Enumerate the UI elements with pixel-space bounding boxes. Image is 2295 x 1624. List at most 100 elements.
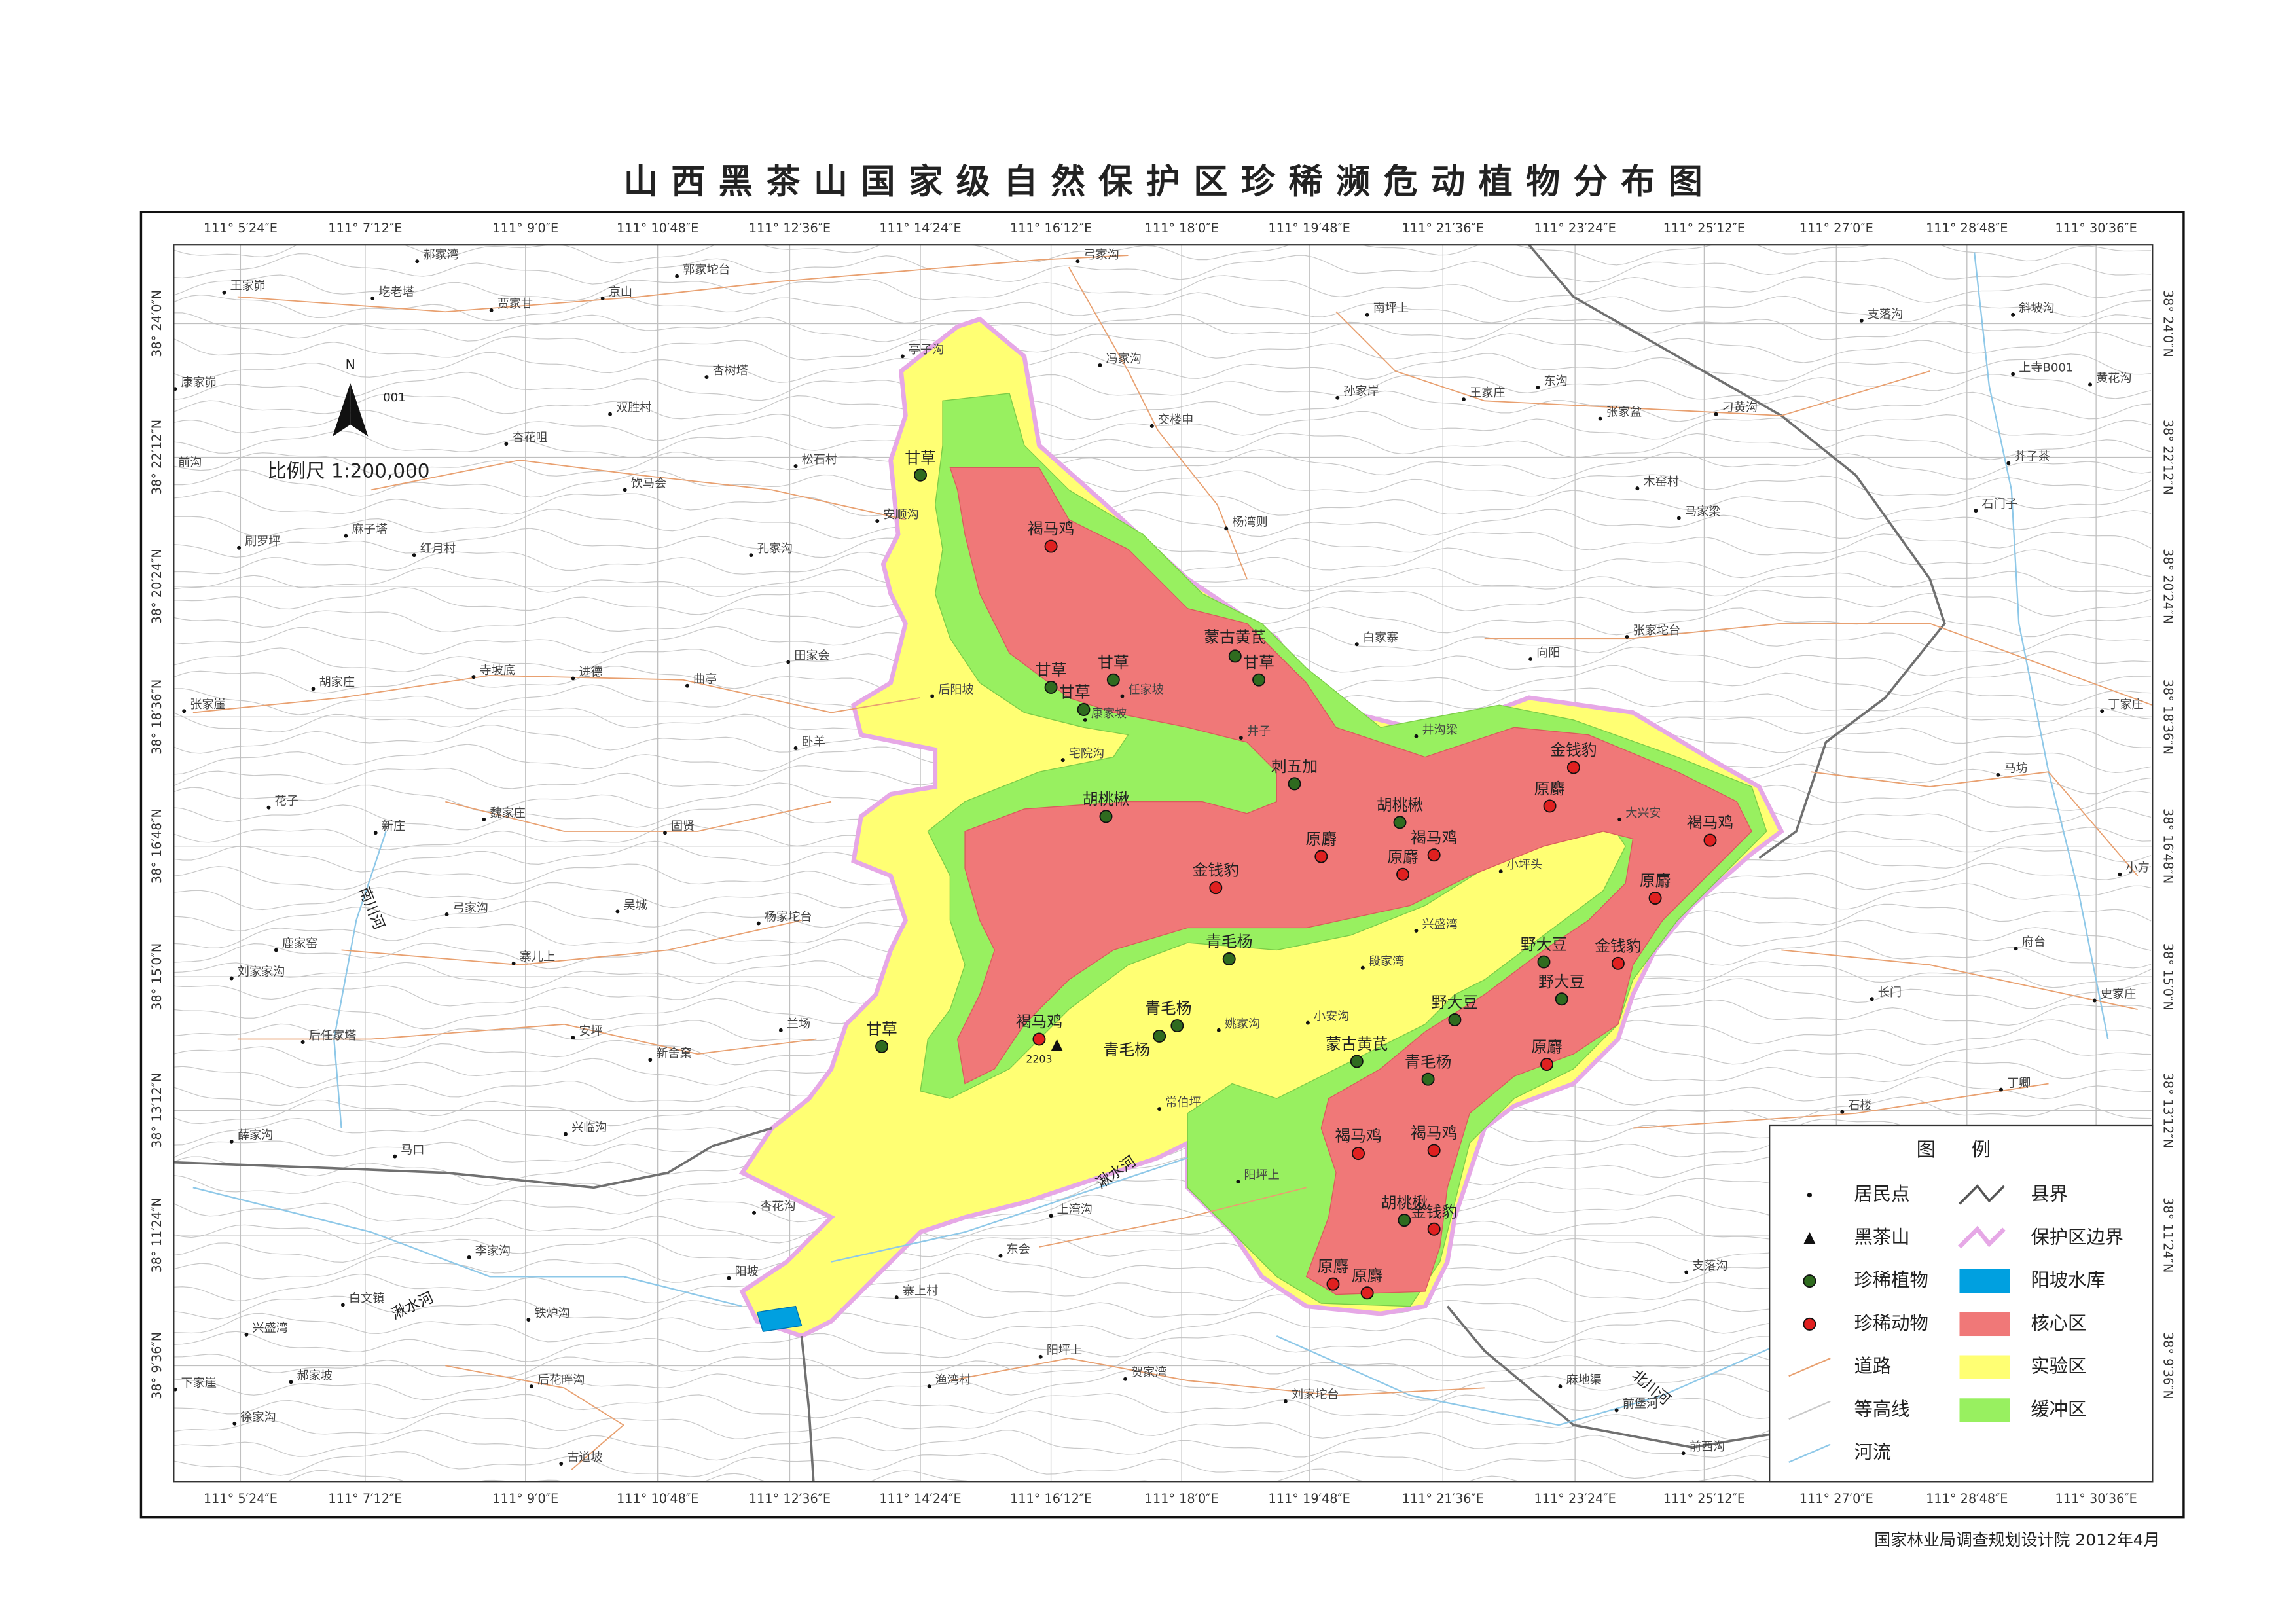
- settlement-dot: [727, 1276, 731, 1280]
- rare-plant-label: 胡桃楸: [1381, 1194, 1428, 1212]
- rare-plant-label: 青毛杨: [1405, 1053, 1451, 1071]
- rare-plant-label: 甘草: [1036, 661, 1067, 679]
- settlement-dot: [173, 1387, 177, 1392]
- rare-animal-label: 原麝: [1531, 1038, 1563, 1056]
- settlement-dot: [244, 1332, 249, 1337]
- settlement-label: 井子: [1247, 725, 1271, 738]
- settlement-label: 新庄: [382, 820, 405, 833]
- settlement-dot: [1305, 1020, 1310, 1025]
- latitude-label: 38° 11′24″N: [149, 1197, 164, 1272]
- settlement-dot: [222, 290, 226, 295]
- settlement-dot: [1360, 965, 1365, 970]
- settlement-label: 长门: [1878, 986, 1902, 1000]
- longitude-label: 111° 25′12″E: [1663, 1491, 1745, 1506]
- settlement-label: 杨家坨台: [765, 911, 812, 924]
- settlement-dot: [685, 683, 689, 688]
- rare-plant-label: 胡桃楸: [1377, 796, 1424, 814]
- contour-line: [173, 390, 2152, 422]
- longitude-label: 111° 12′36″E: [749, 1491, 831, 1506]
- longitude-label: 111° 18′0″E: [1145, 221, 1219, 236]
- settlement-dot: [1238, 736, 1243, 740]
- settlement-label: 张家盆: [1606, 405, 1642, 419]
- rare-animal-label: 褐马鸡: [1335, 1127, 1381, 1146]
- settlement-label: 前西沟: [1690, 1440, 1725, 1454]
- settlement-label: 冯家沟: [1106, 352, 1142, 366]
- settlement-label: 支落沟: [1692, 1259, 1727, 1272]
- settlement-label: 兴盛湾: [253, 1322, 288, 1335]
- contour-line: [173, 331, 2152, 363]
- longitude-label: 111° 9′0″E: [492, 1491, 558, 1506]
- settlement-label: 刁黄沟: [1722, 401, 1758, 415]
- settlement-label: 任家坡: [1129, 683, 1164, 697]
- settlement-label: 渔湾村: [935, 1373, 971, 1387]
- rare-plant: [1106, 673, 1120, 687]
- settlement-dot: [173, 387, 177, 391]
- rare-plant-label: 甘草: [905, 448, 936, 467]
- county-border: [173, 245, 1946, 1482]
- settlement-dot: [786, 660, 791, 664]
- rare-plant-label: 野大豆: [1538, 973, 1585, 991]
- settlement-dot: [412, 553, 416, 558]
- settlement-dot: [1335, 395, 1340, 400]
- settlement-dot: [340, 1303, 345, 1307]
- settlement-label: 向阳: [1536, 646, 1560, 660]
- settlement-label: 康家坡: [1091, 707, 1127, 721]
- longitude-label: 111° 21′36″E: [1402, 221, 1484, 236]
- settlement-dot: [1859, 318, 1864, 323]
- settlement-label: 上寺B001: [2019, 361, 2073, 374]
- north-code: 001: [383, 391, 406, 405]
- settlement-label: 常伯坪: [1165, 1096, 1201, 1110]
- peak-elevation: 2203: [1026, 1053, 1052, 1066]
- rare-plant-label: 甘草: [866, 1020, 897, 1038]
- settlement-label: 丁卿: [2007, 1077, 2031, 1091]
- settlement-dot: [1049, 1214, 1053, 1218]
- inner-frame: [173, 244, 2154, 1483]
- settlement-dot: [1365, 312, 1369, 317]
- rare-plant-label: 蒙古黄芪: [1326, 1035, 1388, 1053]
- rare-animal-label: 原麝: [1352, 1267, 1383, 1285]
- settlement-label: 东会: [1007, 1242, 1030, 1256]
- contour-line: [173, 489, 2152, 520]
- latitude-label: 38° 9′36″N: [2160, 1332, 2175, 1399]
- rare-animal-label: 原麝: [1318, 1257, 1349, 1276]
- rare-animal-label: 原麝: [1534, 780, 1566, 798]
- settlement-dot: [415, 259, 420, 264]
- settlement-dot: [511, 961, 516, 965]
- settlement-label: 丁家庄: [2108, 698, 2143, 712]
- settlement-label: 孔家沟: [757, 542, 793, 556]
- settlement-dot: [1157, 1107, 1162, 1111]
- rare-animal: [1209, 881, 1223, 895]
- legend-label: 珍稀植物: [1854, 1269, 1928, 1291]
- settlement-dot: [675, 274, 679, 278]
- longitude-label: 111° 28′48″E: [1926, 1491, 2008, 1506]
- contour-line: [173, 372, 2152, 401]
- rare-animal: [1044, 539, 1058, 553]
- longitude-label: 111° 23′24″E: [1534, 1491, 1616, 1506]
- settlement-label: 进德: [579, 665, 602, 679]
- rare-animal: [1566, 761, 1580, 774]
- settlement-label: 木窑村: [1643, 475, 1678, 489]
- rare-plant-label: 青毛杨: [1104, 1041, 1150, 1059]
- settlement-label: 双胜村: [616, 401, 651, 415]
- rare-animal: [1360, 1286, 1374, 1300]
- longitude-label: 111° 25′12″E: [1663, 221, 1745, 236]
- settlement-dot: [1414, 928, 1419, 933]
- settlement-dot: [752, 1210, 756, 1215]
- legend-label: 保护区边界: [2031, 1226, 2123, 1248]
- settlement-label: 弓家沟: [1083, 248, 1119, 262]
- legend-label: 居民点: [1854, 1183, 1909, 1205]
- settlement-label: 杏花咀: [512, 431, 547, 444]
- settlement-dot: [266, 805, 271, 810]
- settlement-dot: [232, 1421, 237, 1426]
- settlement-dot: [1224, 526, 1229, 531]
- latitude-label: 38° 16′48″N: [149, 808, 164, 884]
- rare-animal: [1648, 892, 1662, 905]
- rare-plant-label: 胡桃楸: [1083, 790, 1130, 808]
- longitude-label: 111° 30′36″E: [2055, 1491, 2137, 1506]
- settlement-label: 姚家沟: [1225, 1017, 1260, 1031]
- settlement-label: 刘家坨台: [1292, 1388, 1339, 1402]
- contour-line: [173, 253, 2152, 285]
- longitude-label: 111° 16′12″E: [1010, 221, 1092, 236]
- settlement-dot: [1681, 1451, 1686, 1456]
